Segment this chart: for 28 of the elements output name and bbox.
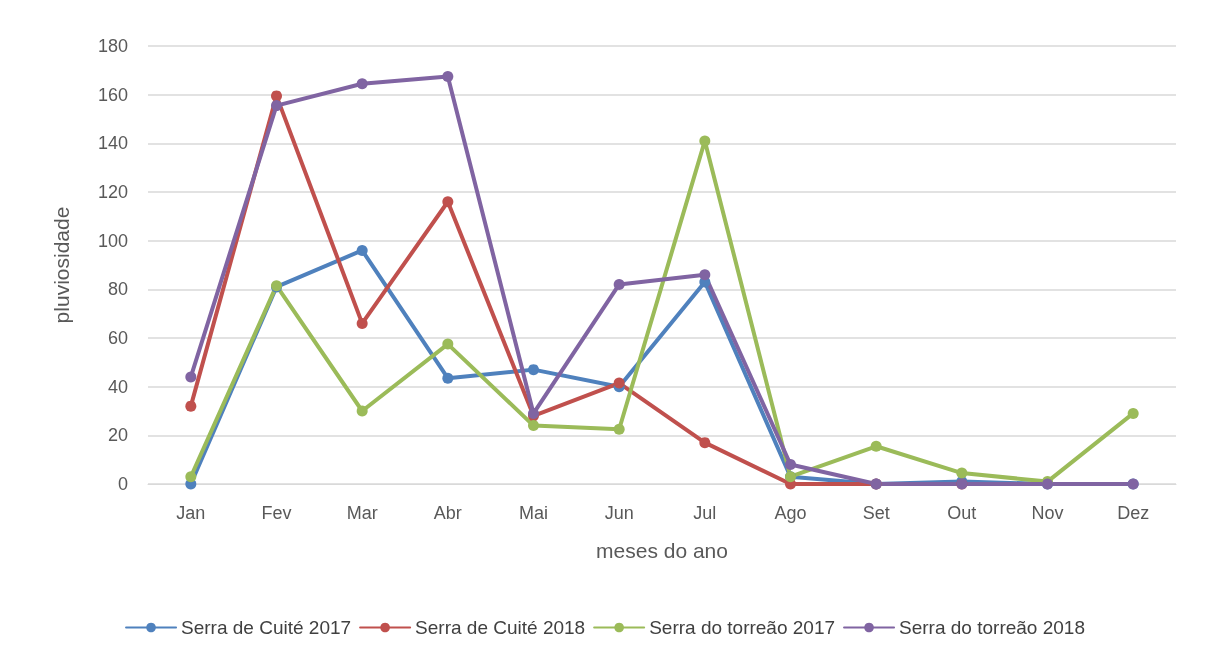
y-tick-label: 160	[97, 84, 128, 105]
y-tick-label: 140	[97, 133, 128, 154]
y-tick-label: 60	[107, 328, 128, 348]
x-tick-label: Nov	[1031, 503, 1064, 523]
y-tick-label: 180	[97, 36, 128, 56]
y-tick-label: 80	[107, 279, 128, 300]
y-axis-title: pluviosidade	[50, 206, 73, 324]
legend-label: Serra de Cuité 2017	[181, 617, 352, 638]
y-tick-label: 0	[117, 474, 128, 494]
x-tick-label: Set	[862, 503, 890, 523]
x-axis-title: meses do ano	[596, 539, 728, 562]
x-tick-label: Jun	[604, 503, 634, 523]
y-tick-label: 40	[107, 376, 128, 397]
legend-label: Serra do torreão 2017	[649, 617, 836, 638]
y-tick-label: 100	[97, 230, 128, 251]
x-tick-label: Mai	[518, 503, 549, 523]
x-tick-label: Dez	[1117, 503, 1150, 523]
x-tick-label: Out	[947, 503, 977, 523]
x-tick-label: Jul	[693, 503, 717, 523]
legend-label: Serra do torreão 2018	[899, 617, 1085, 638]
y-tick-label: 20	[107, 425, 128, 446]
x-tick-label: Ago	[774, 503, 807, 523]
x-tick-label: Abr	[433, 503, 462, 523]
x-tick-label: Mar	[346, 503, 378, 523]
legend-label: Serra de Cuité 2018	[415, 617, 586, 638]
x-tick-label: Jan	[176, 503, 206, 523]
y-tick-label: 120	[97, 182, 128, 202]
x-tick-label: Fev	[261, 503, 292, 523]
